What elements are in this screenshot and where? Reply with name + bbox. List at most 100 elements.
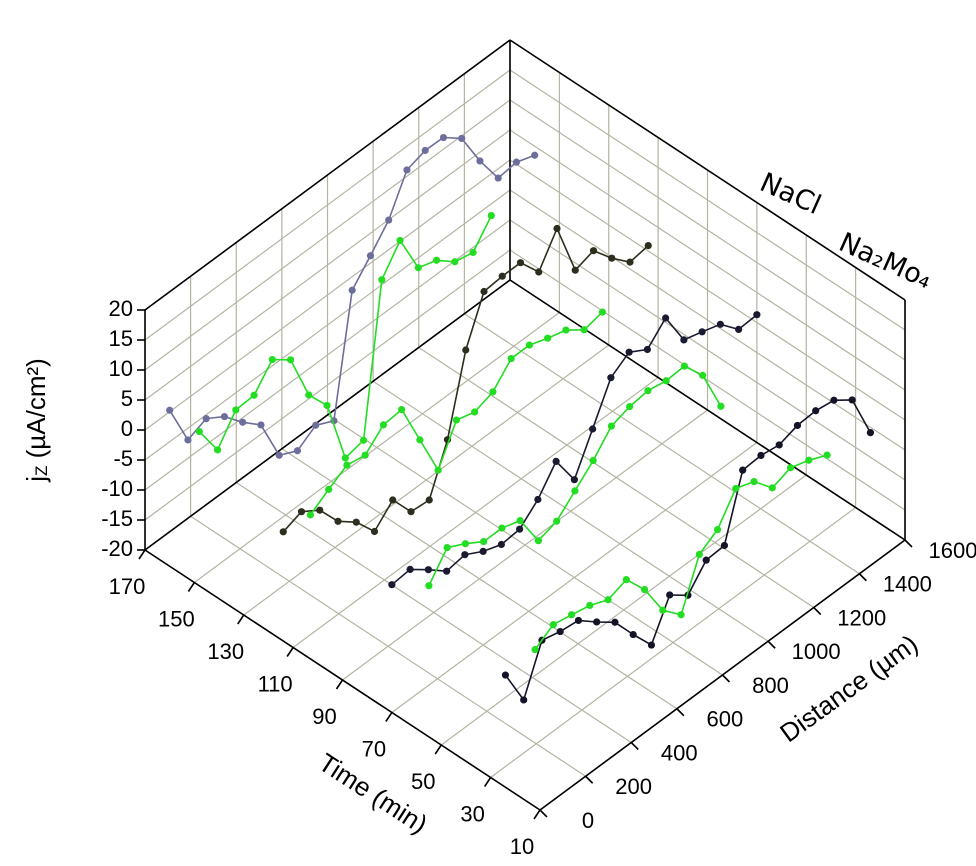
data-point <box>507 354 515 363</box>
data-point <box>549 621 557 629</box>
data-point <box>388 581 396 589</box>
grid-line <box>292 377 659 648</box>
data-point <box>471 408 479 416</box>
z-tick-label: 10 <box>109 356 133 381</box>
data-point <box>359 436 368 444</box>
data-point <box>571 487 579 495</box>
distance-tick-label: 1400 <box>883 572 932 597</box>
data-point <box>297 508 306 516</box>
data-point <box>512 158 521 166</box>
time-tick-label: 110 <box>258 671 293 696</box>
data-point <box>534 537 543 545</box>
tick-mark <box>187 582 196 592</box>
tick-mark <box>385 712 393 722</box>
data-point <box>716 320 724 328</box>
data-point <box>452 416 461 424</box>
data-point <box>647 641 656 649</box>
data-point <box>293 447 302 455</box>
axis-line <box>509 39 906 301</box>
data-point <box>501 671 510 679</box>
data-point <box>341 454 349 462</box>
tick-mark <box>630 741 639 751</box>
z-tick-label: 15 <box>109 326 133 351</box>
data-point <box>622 576 630 584</box>
grid-line <box>490 507 856 778</box>
data-point <box>389 496 397 504</box>
data-point <box>403 166 411 174</box>
data-point <box>406 565 414 574</box>
data-point <box>589 247 598 255</box>
time-tick-label: 130 <box>207 639 244 664</box>
data-point <box>312 421 320 429</box>
data-point <box>531 151 539 159</box>
data-point <box>462 346 470 354</box>
data-point <box>220 412 229 421</box>
data-point <box>378 276 386 284</box>
tick-mark <box>286 647 294 657</box>
axis-line <box>509 279 906 541</box>
data-point <box>553 517 561 525</box>
data-point <box>202 415 210 423</box>
data-point <box>611 618 619 626</box>
data-point <box>279 528 287 536</box>
data-point <box>334 517 342 525</box>
data-point <box>680 362 689 370</box>
data-point <box>434 466 442 474</box>
data-point <box>698 328 706 336</box>
time-tick-label: 50 <box>411 769 435 794</box>
data-point <box>398 405 406 414</box>
data-point <box>739 466 747 474</box>
data-point <box>786 464 795 472</box>
data-point <box>699 371 707 379</box>
data-point <box>306 511 315 519</box>
data-point <box>250 391 258 399</box>
data-point <box>629 630 637 639</box>
tick-mark <box>434 744 442 755</box>
time-tick-label: 30 <box>460 801 484 826</box>
z-tick-label: -10 <box>101 476 133 501</box>
data-point <box>421 146 429 155</box>
data-point <box>757 451 765 460</box>
data-point <box>544 334 552 342</box>
data-point <box>662 314 670 322</box>
data-point <box>361 451 369 459</box>
data-point <box>385 216 393 224</box>
data-point <box>443 543 451 552</box>
data-point <box>325 485 333 493</box>
data-point <box>348 286 356 294</box>
tick-mark <box>138 549 146 560</box>
data-point <box>425 582 433 590</box>
distance-tick-label: 400 <box>661 740 698 765</box>
data-point <box>416 436 424 444</box>
distance-tick-label: 1200 <box>837 605 886 630</box>
data-point <box>257 421 265 429</box>
data-point <box>461 551 469 559</box>
grid-line <box>440 474 807 746</box>
data-point <box>424 566 432 574</box>
z-axis-title: jZ (µA/cm²) <box>21 358 52 483</box>
data-point <box>497 540 505 549</box>
data-point <box>553 224 561 233</box>
distance-tick-label: 1000 <box>792 639 841 664</box>
z-axis-title-part: (µA/cm²) <box>21 358 51 465</box>
data-point <box>823 451 831 459</box>
tick-mark <box>676 708 685 717</box>
z-tick-label: 5 <box>121 386 133 411</box>
tick-mark <box>858 573 867 582</box>
data-point <box>680 336 688 344</box>
grid-line <box>194 312 560 583</box>
axis-line <box>144 39 511 311</box>
data-point <box>643 345 651 354</box>
data-point <box>717 402 725 410</box>
data-point <box>750 477 758 486</box>
data-point <box>659 606 667 614</box>
data-point <box>479 547 487 556</box>
data-point <box>567 611 576 619</box>
tick-mark <box>533 809 541 820</box>
data-point <box>607 422 616 430</box>
data-point <box>793 421 802 430</box>
axes <box>137 39 913 820</box>
data-point <box>286 356 295 364</box>
data-point <box>580 326 588 334</box>
